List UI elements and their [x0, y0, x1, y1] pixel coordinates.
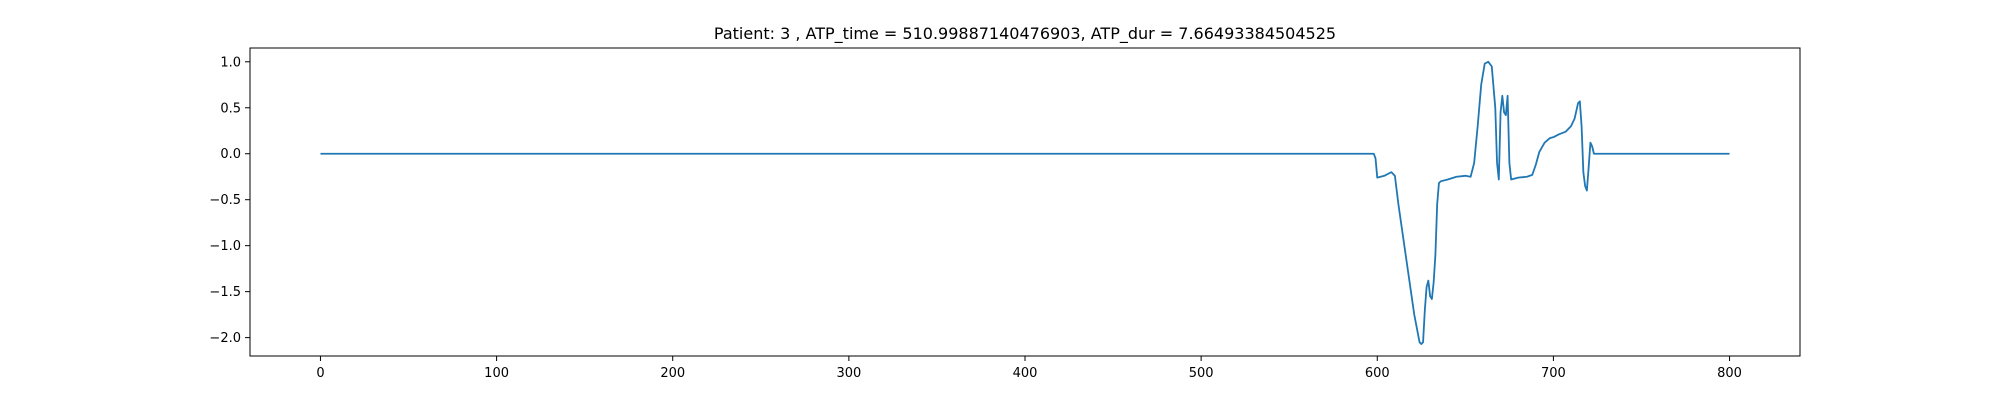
- x-tick-label: 100: [484, 366, 509, 381]
- x-tick-label: 600: [1365, 366, 1390, 381]
- y-tick-label: 0.5: [220, 101, 241, 116]
- series-group: [320, 60, 1730, 345]
- plot-frame: [249, 47, 1801, 357]
- y-tick-label: −2.0: [209, 331, 241, 346]
- x-tick-label: 500: [1189, 366, 1214, 381]
- x-tick-label: 300: [836, 366, 861, 381]
- y-tick-label: 0.0: [220, 147, 241, 162]
- x-tick-label: 200: [660, 366, 685, 381]
- x-tick-label: 400: [1013, 366, 1038, 381]
- x-axis: 0 100 200 300 400 500 600 700 800: [316, 356, 1742, 381]
- x-tick-label: 800: [1717, 366, 1742, 381]
- x-tick-label: 0: [316, 366, 324, 381]
- series-line-0: [320, 60, 1730, 345]
- y-tick-label: −1.5: [209, 285, 241, 300]
- y-tick-label: 1.0: [220, 55, 241, 70]
- y-axis: 1.0 0.5 0.0 −0.5 −1.0 −1.5 −2.0: [209, 55, 250, 346]
- y-tick-label: −0.5: [209, 193, 241, 208]
- x-tick-label: 700: [1541, 366, 1566, 381]
- y-tick-label: −1.0: [209, 239, 241, 254]
- chart-title: Patient: 3 , ATP_time = 510.998871404769…: [714, 24, 1336, 44]
